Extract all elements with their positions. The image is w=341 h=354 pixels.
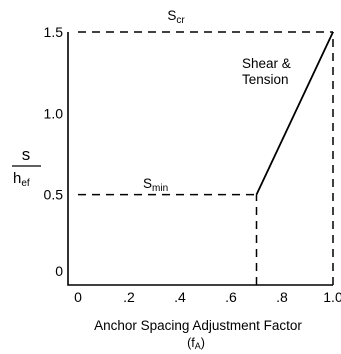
x-tick-label: 0	[74, 289, 82, 305]
x-tick-labels: 0 .2 .4 .6 .8 1.0	[74, 289, 341, 305]
curve-label-line1: Shear &	[242, 56, 291, 71]
curve-label-line2: Tension	[242, 72, 289, 87]
scr-label: Scr	[167, 8, 185, 26]
y-tick-label: 1.0	[44, 105, 64, 121]
smin-label: Smin	[143, 176, 168, 194]
x-tick-label: .8	[276, 289, 288, 305]
x-axis-title: Anchor Spacing Adjustment Factor	[94, 318, 302, 333]
reference-lines	[78, 31, 334, 285]
x-tick-label: .4	[174, 289, 186, 305]
series-line-0	[255, 31, 334, 196]
x-tick-label: 1.0	[323, 289, 341, 305]
y-tick-label: 0	[55, 263, 63, 279]
series-lines	[255, 31, 334, 196]
y-tick-label: 1.5	[44, 24, 64, 40]
axes-frame	[67, 32, 333, 286]
y-tick-label: 0.5	[44, 187, 64, 203]
x-tick-label: .2	[123, 289, 135, 305]
y-label-numerator: s	[22, 145, 31, 164]
y-tick-labels: 0 0.5 1.0 1.5	[44, 24, 64, 279]
x-axis-symbol: (fA)	[187, 336, 205, 351]
x-tick-label: .6	[225, 289, 237, 305]
y-label-denominator: hef	[13, 170, 30, 189]
